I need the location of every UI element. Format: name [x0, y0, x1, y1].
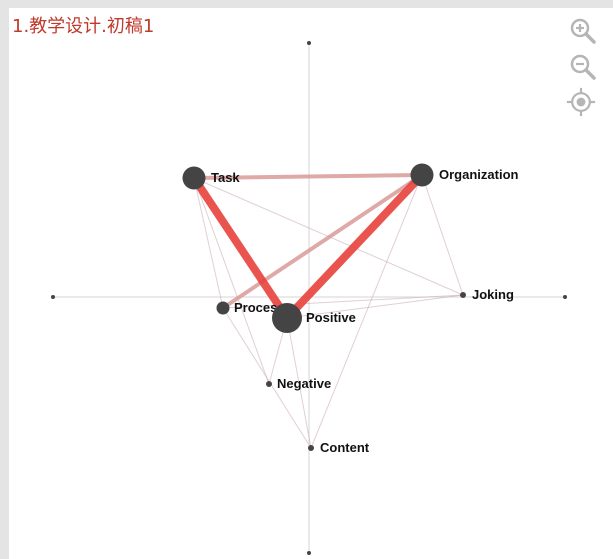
- node-content[interactable]: Content: [308, 440, 370, 455]
- node-positive[interactable]: Positive: [272, 303, 356, 333]
- node-label-content: Content: [320, 440, 370, 455]
- graph-title: 1.教学设计.初稿1: [12, 16, 155, 37]
- node-task[interactable]: Task: [182, 166, 241, 190]
- edge-organization-joking[interactable]: [421, 174, 464, 296]
- node-label-joking: Joking: [472, 287, 514, 302]
- node-circle-content[interactable]: [308, 445, 314, 451]
- zoom-in-icon[interactable]: [568, 16, 598, 46]
- node-negative[interactable]: Negative: [266, 376, 331, 391]
- locate-icon[interactable]: [566, 87, 596, 117]
- node-circle-organization[interactable]: [410, 163, 434, 187]
- node-label-task: Task: [211, 170, 240, 185]
- node-label-positive: Positive: [306, 310, 356, 325]
- node-label-process: Process: [234, 300, 285, 315]
- node-circle-joking[interactable]: [460, 292, 466, 298]
- edge-process-joking[interactable]: [222, 294, 464, 309]
- zoom-out-icon[interactable]: [568, 52, 598, 82]
- node-circle-task[interactable]: [182, 166, 206, 190]
- node-organization[interactable]: Organization: [410, 163, 519, 187]
- axis-endpoint-bottom: [307, 551, 311, 555]
- nodes-layer: Task Organization Process Positive Joking Neg…: [182, 163, 519, 455]
- axis-endpoint-top: [307, 41, 311, 45]
- node-process[interactable]: Process: [216, 300, 285, 315]
- edge-organization-process[interactable]: [221, 173, 424, 310]
- axis-endpoint-left: [51, 295, 55, 299]
- node-joking[interactable]: Joking: [460, 287, 514, 302]
- node-circle-process[interactable]: [216, 301, 230, 315]
- edge-task-positive[interactable]: [190, 175, 291, 321]
- node-label-negative: Negative: [277, 376, 331, 391]
- edge-organization-content[interactable]: [310, 174, 423, 449]
- edge-organization-positive[interactable]: [284, 172, 425, 321]
- axis-endpoint-right: [563, 295, 567, 299]
- edge-task-negative[interactable]: [193, 177, 270, 385]
- node-label-organization: Organization: [439, 167, 519, 182]
- edge-positive-joking[interactable]: [286, 294, 464, 319]
- edge-task-process[interactable]: [193, 177, 224, 309]
- edge-task-organization[interactable]: [193, 173, 423, 180]
- node-circle-negative[interactable]: [266, 381, 272, 387]
- edges-layer: [190, 172, 464, 449]
- graph-panel: [9, 8, 613, 559]
- node-circle-positive[interactable]: [272, 303, 302, 333]
- edge-positive-content[interactable]: [286, 317, 312, 449]
